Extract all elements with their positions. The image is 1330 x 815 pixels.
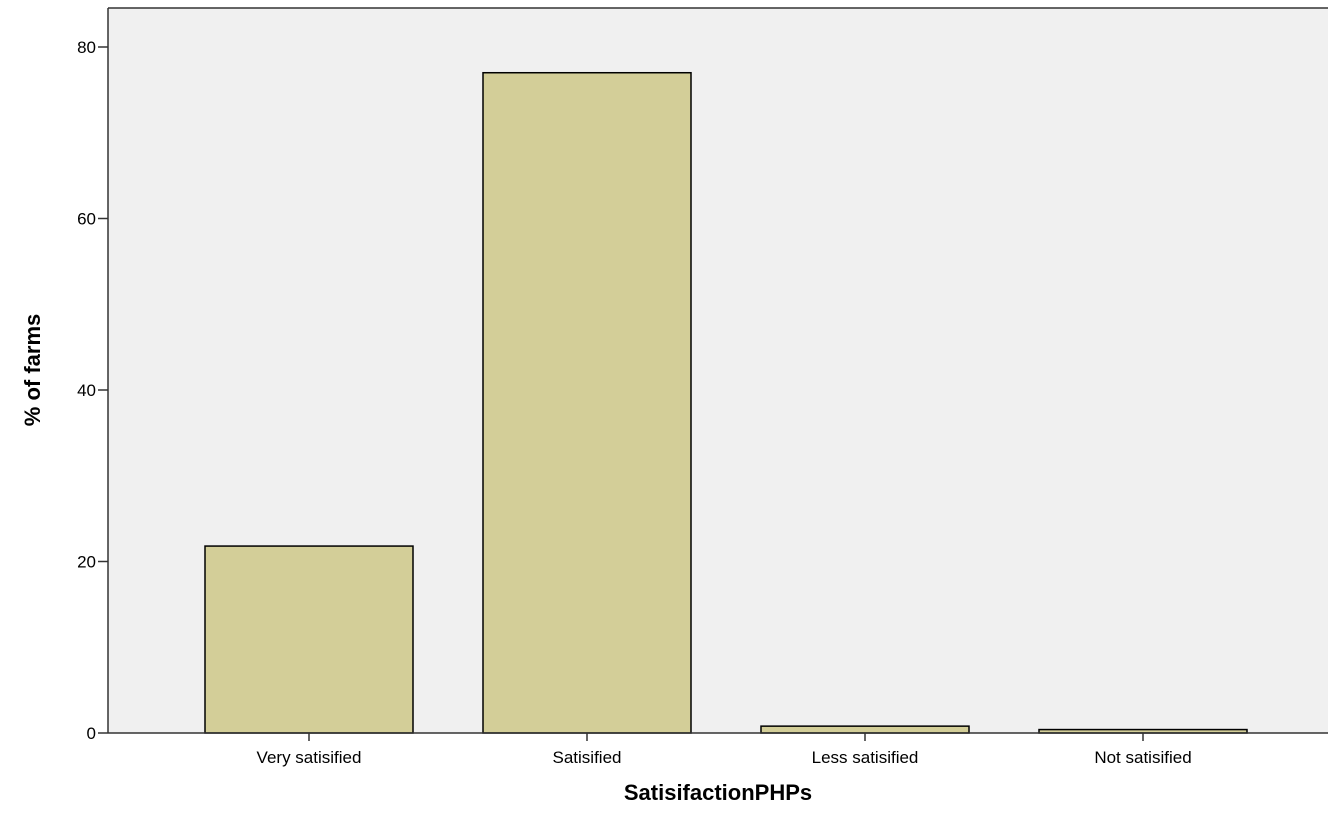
y-tick-label: 0 bbox=[87, 724, 96, 743]
bars-group bbox=[204, 71, 1248, 734]
y-tick-label: 80 bbox=[77, 38, 96, 57]
x-axis: Very satisified Satisified Less satisified… bbox=[108, 732, 1328, 767]
x-tick-label: Not satisified bbox=[1094, 748, 1191, 767]
x-tick-label: Very satisified bbox=[257, 748, 362, 767]
x-axis-title: SatisifactionPHPs bbox=[624, 780, 812, 805]
y-tick-label: 60 bbox=[77, 210, 96, 229]
bar-very-satisified bbox=[204, 545, 414, 734]
y-tick-label: 20 bbox=[77, 553, 96, 572]
y-tick-label: 40 bbox=[77, 381, 96, 400]
bar-satisified bbox=[482, 71, 692, 734]
y-axis-title: % of farms bbox=[20, 314, 45, 426]
bar-less-satisified bbox=[760, 725, 970, 734]
x-tick-label: Less satisified bbox=[812, 748, 919, 767]
x-tick-label: Satisified bbox=[553, 748, 622, 767]
y-axis: 0 20 40 60 80 bbox=[77, 7, 1328, 743]
